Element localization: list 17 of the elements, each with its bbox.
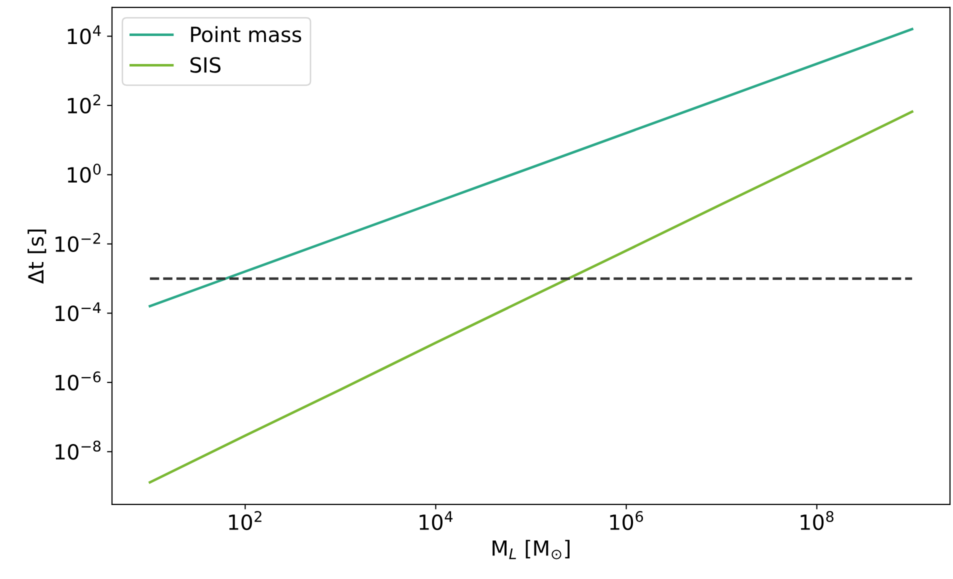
- y-tick-label: 10$^{4}$: [68, 25, 101, 44]
- x-tick-label: 10$^{4}$: [420, 511, 453, 530]
- y-tick-label: 10$^{−8}$: [56, 440, 101, 460]
- y-tick-label: 10$^{2}$: [68, 94, 100, 114]
- x-axis-title: M$_{L}$ [M$_{⊙}$]: [492, 540, 570, 560]
- y-tick-label: 10$^{−6}$: [56, 371, 101, 390]
- y-tick-label: 10$^{−2}$: [56, 232, 100, 252]
- legend-label: Point mass: [191, 26, 302, 42]
- legend-label: SIS: [190, 57, 221, 73]
- x-tick-label: 10$^{2}$: [229, 510, 262, 530]
- y-tick-label: 10$^{−4}$: [56, 302, 101, 322]
- y-tick-label: 10$^{0}$: [68, 164, 101, 183]
- y-axis-title: Δt [s]: [28, 230, 46, 284]
- x-tick-label: 10$^{8}$: [800, 510, 834, 530]
- line-series: [148, 28, 914, 308]
- x-tick-label: 10$^{6}$: [610, 510, 644, 530]
- line-series: [148, 110, 914, 484]
